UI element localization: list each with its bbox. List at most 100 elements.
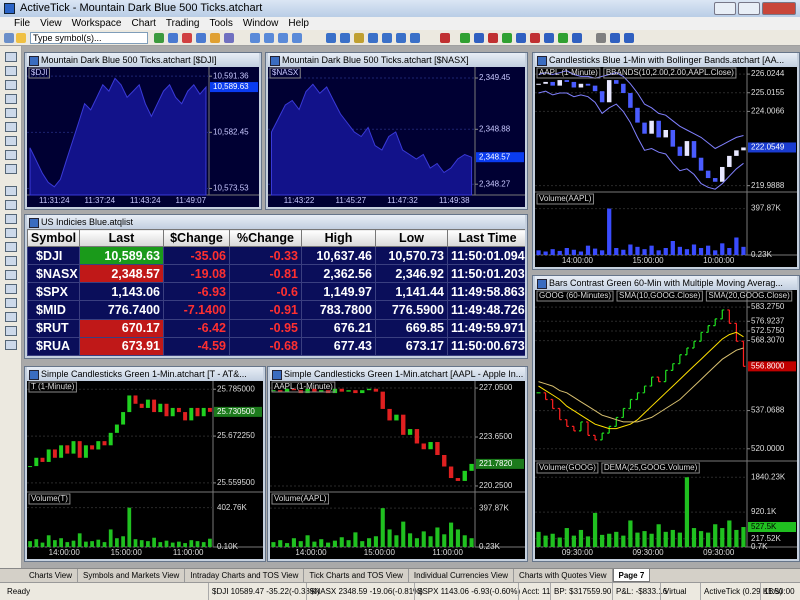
legend-label: GOOG (60-Minutes) xyxy=(539,291,611,300)
toolbar-button[interactable] xyxy=(596,33,606,43)
tool-button[interactable] xyxy=(5,270,17,280)
menu-item[interactable]: File xyxy=(14,18,31,29)
legend-label: Volume(GOOG) xyxy=(539,463,596,472)
menu-item[interactable]: Trading xyxy=(165,18,200,29)
column-header[interactable]: Last Time xyxy=(447,229,525,247)
toolbar-button[interactable] xyxy=(224,33,234,43)
view-tab[interactable]: Tick Charts and TOS View xyxy=(304,569,409,582)
column-header[interactable]: Low xyxy=(375,229,448,247)
toolbar-button[interactable] xyxy=(544,33,554,43)
view-tab[interactable]: Individual Currencies View xyxy=(409,569,515,582)
tool-button[interactable] xyxy=(5,228,17,238)
tool-button[interactable] xyxy=(5,122,17,132)
candle xyxy=(727,155,732,167)
toolbar-button[interactable] xyxy=(572,33,582,43)
toolbar-button[interactable] xyxy=(326,33,336,43)
view-tab[interactable]: Symbols and Markets View xyxy=(78,569,186,582)
toolbar-button[interactable] xyxy=(168,33,178,43)
tool-button[interactable] xyxy=(5,284,17,294)
menu-item[interactable]: Tools xyxy=(209,18,233,29)
tool-button[interactable] xyxy=(5,242,17,252)
toolbar-button[interactable] xyxy=(292,33,302,43)
toolbar-button[interactable] xyxy=(4,33,14,43)
quote-row[interactable]: $RUA 673.91 -4.59 -0.68 677.43 673.17 11:50:00… xyxy=(27,336,525,356)
close-button[interactable] xyxy=(762,2,796,15)
column-header[interactable]: $Change xyxy=(163,229,230,247)
column-header[interactable]: Last xyxy=(79,229,164,247)
toolbar-button[interactable] xyxy=(368,33,378,43)
view-tab[interactable]: Charts View xyxy=(24,569,78,582)
toolbar-button[interactable] xyxy=(354,33,364,43)
toolbar-button[interactable] xyxy=(196,33,206,43)
quote-row[interactable]: $RUT 670.17 -6.42 -0.95 676.21 669.85 11:49:59… xyxy=(27,318,525,338)
toolbar-button[interactable] xyxy=(502,33,512,43)
maximize-button[interactable] xyxy=(738,2,760,15)
y-tick-label: 2,348.27 xyxy=(479,179,511,188)
ohlc-bar xyxy=(550,398,555,410)
toolbar-button[interactable] xyxy=(182,33,192,43)
tool-button[interactable] xyxy=(5,108,17,118)
quote-row[interactable]: $NASX 2,348.57 -19.08 -0.81 2,362.56 2,346.92… xyxy=(27,264,525,284)
menu-item[interactable]: Help xyxy=(288,18,309,29)
view-tab[interactable]: Page 7 xyxy=(612,569,651,582)
toolbar-button[interactable] xyxy=(340,33,350,43)
tool-button[interactable] xyxy=(5,136,17,146)
volume-bar xyxy=(77,533,82,547)
volume-bar xyxy=(642,249,647,255)
toolbar-button[interactable] xyxy=(558,33,568,43)
quote-cell: 11:49:58.863 xyxy=(447,282,525,302)
tool-button[interactable] xyxy=(5,298,17,308)
minimize-button[interactable] xyxy=(714,2,736,15)
toolbar-button[interactable] xyxy=(396,33,406,43)
toolbar-button[interactable] xyxy=(516,33,526,43)
menu-item[interactable]: Workspace xyxy=(71,18,122,29)
toolbar-button[interactable] xyxy=(154,33,164,43)
tool-button[interactable] xyxy=(5,340,17,350)
volume-bar xyxy=(312,541,317,547)
tool-button[interactable] xyxy=(5,200,17,210)
toolbar-button[interactable] xyxy=(610,33,620,43)
toolbar-button[interactable] xyxy=(210,33,220,43)
toolbar-button[interactable] xyxy=(474,33,484,43)
column-header[interactable]: High xyxy=(301,229,376,247)
quote-row[interactable]: $SPX 1,143.06 -6.93 -0.6 1,149.97 1,141.44 11:… xyxy=(27,282,525,302)
toolbar-button[interactable] xyxy=(410,33,420,43)
toolbar-button[interactable] xyxy=(16,33,26,43)
volume-bar xyxy=(278,540,283,547)
quote-row[interactable]: $DJI 10,589.63 -35.06 -0.33 10,637.46 10,570.… xyxy=(27,245,525,266)
toolbar-button[interactable] xyxy=(530,33,540,43)
column-header[interactable]: Symbol xyxy=(27,229,80,247)
view-tab[interactable]: Charts with Quotes View xyxy=(514,569,613,582)
toolbar-button[interactable] xyxy=(488,33,498,43)
tool-button[interactable] xyxy=(5,80,17,90)
symbol-input[interactable]: Type symbol(s)... xyxy=(30,32,148,44)
toolbar-button[interactable] xyxy=(264,33,274,43)
tool-button[interactable] xyxy=(5,214,17,224)
menu-item[interactable]: Chart xyxy=(131,18,156,29)
toolbar-button[interactable] xyxy=(250,33,260,43)
tool-button[interactable] xyxy=(5,164,17,174)
menu-item[interactable]: Window xyxy=(242,18,279,29)
column-header[interactable]: %Change xyxy=(229,229,302,247)
tool-button[interactable] xyxy=(5,326,17,336)
tool-button[interactable] xyxy=(5,256,17,266)
quote-row[interactable]: $MID 776.7400 -7.1400 -0.91 783.7800 776.5900… xyxy=(27,300,525,320)
toolbar-button[interactable] xyxy=(278,33,288,43)
menu-item[interactable]: View xyxy=(40,18,62,29)
tool-button[interactable] xyxy=(5,94,17,104)
tool-button[interactable] xyxy=(5,52,17,62)
tool-button[interactable] xyxy=(5,66,17,76)
tool-button[interactable] xyxy=(5,150,17,160)
toolbar-button[interactable] xyxy=(460,33,470,43)
ohlc-bar xyxy=(713,318,718,327)
volume-bar xyxy=(706,245,711,255)
view-tab[interactable]: Intraday Charts and TOS View xyxy=(185,569,305,582)
volume-bar xyxy=(71,540,76,547)
toolbar-button[interactable] xyxy=(440,33,450,43)
volume-bar xyxy=(628,244,633,255)
toolbar-button[interactable] xyxy=(382,33,392,43)
y-tick-label: 2,348.88 xyxy=(479,124,511,133)
tool-button[interactable] xyxy=(5,312,17,322)
tool-button[interactable] xyxy=(5,186,17,196)
toolbar-button[interactable] xyxy=(624,33,634,43)
